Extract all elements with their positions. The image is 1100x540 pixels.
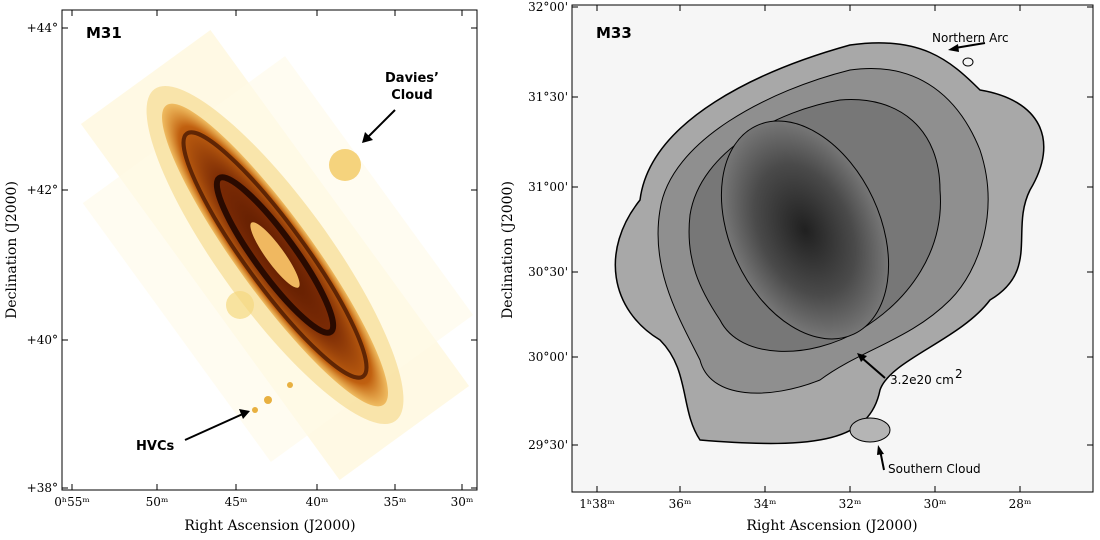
y-tick-label: +44° (27, 21, 58, 35)
x-tick-label: 1ʰ38ᵐ (579, 497, 614, 511)
x-tick-label: 28ᵐ (1009, 497, 1032, 511)
x-tick-label: 34ᵐ (754, 497, 777, 511)
arrow (184, 412, 246, 441)
m33-frame (571, 4, 1094, 493)
m31-frame (61, 9, 478, 491)
panel-label: M33 (596, 24, 632, 42)
panel-label: M31 (86, 24, 122, 42)
annotation: 2 (955, 367, 963, 381)
m31-image (80, 29, 474, 481)
x-tick-label: 32ᵐ (839, 497, 862, 511)
y-tick-label: 30°00' (528, 350, 568, 364)
x-tick-label: 40ᵐ (306, 495, 329, 509)
y-tick-label: 31°30' (528, 90, 568, 104)
y-axis-label: Declination (J2000) (4, 181, 20, 319)
x-axis-label: Right Ascension (J2000) (746, 518, 917, 534)
y-tick-label: +42° (27, 183, 58, 197)
y-tick-label: +38° (27, 481, 58, 495)
arrow-head (239, 409, 250, 419)
annotation: Davies’ (385, 71, 439, 86)
annotation: Cloud (391, 88, 433, 103)
x-tick-label: 35ᵐ (384, 495, 407, 509)
arrow-head (877, 445, 884, 455)
arrow (364, 109, 396, 141)
x-tick-label: 0ʰ55ᵐ (54, 495, 89, 509)
arrow-head (362, 132, 373, 143)
m33-image (572, 5, 1093, 492)
x-tick-label: 36ᵐ (669, 497, 692, 511)
y-tick-label: 29°30' (528, 438, 568, 452)
arrow-head (857, 353, 867, 362)
y-tick-label: 31°00' (528, 180, 568, 194)
y-tick-label: 32°00' (528, 0, 568, 14)
x-axis-label: Right Ascension (J2000) (184, 518, 355, 534)
annotation: 3.2e20 cm (890, 373, 954, 387)
annotation: HVCs (136, 439, 174, 454)
arrow (861, 357, 886, 379)
y-tick-label: 30°30' (528, 265, 568, 279)
x-tick-label: 30ᵐ (924, 497, 947, 511)
x-tick-label: 30ᵐ (451, 495, 474, 509)
x-tick-label: 50ᵐ (146, 495, 169, 509)
annotation: Southern Cloud (888, 462, 981, 476)
y-tick-label: +40° (27, 333, 58, 347)
y-axis-label: Declination (J2000) (500, 181, 516, 319)
arrow (954, 42, 986, 49)
x-tick-label: 45ᵐ (225, 495, 248, 509)
arrow-head (948, 44, 959, 52)
annotation: Northern Arc (932, 31, 1009, 45)
